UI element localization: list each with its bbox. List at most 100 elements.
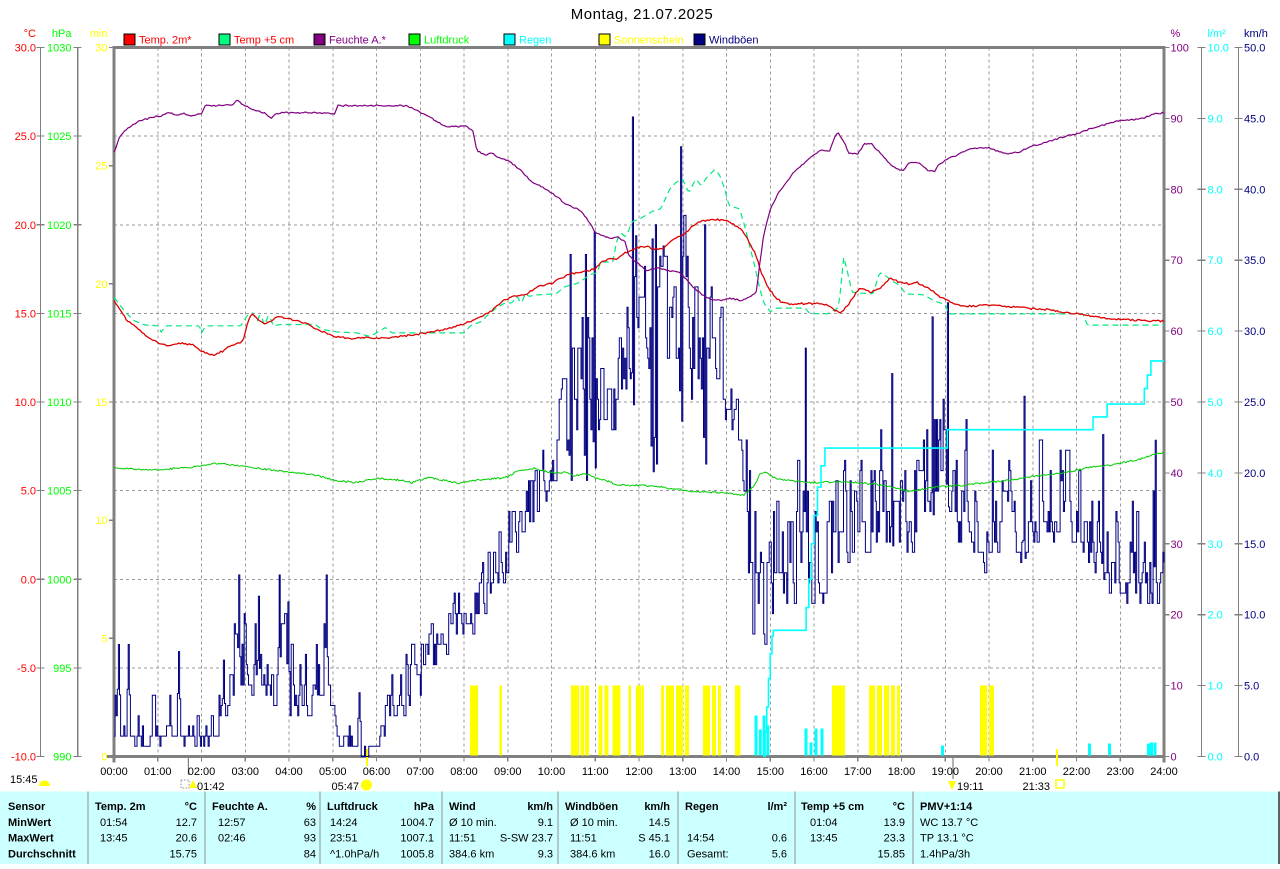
svg-text:14:00: 14:00 (713, 766, 741, 778)
svg-text:l/m²: l/m² (767, 801, 787, 813)
svg-text:13:45: 13:45 (100, 833, 128, 845)
svg-text:Regen: Regen (685, 801, 719, 813)
svg-text:15.0: 15.0 (1244, 539, 1265, 551)
svg-text:1030: 1030 (47, 43, 71, 55)
svg-text:995: 995 (53, 663, 71, 675)
svg-text:24:00: 24:00 (1150, 766, 1178, 778)
svg-text:15: 15 (95, 397, 107, 409)
svg-text:40: 40 (1171, 468, 1183, 480)
svg-text:Temp +5 cm: Temp +5 cm (801, 801, 864, 813)
svg-text:Ø 10 min.: Ø 10 min. (570, 817, 618, 829)
svg-text:15.0: 15.0 (15, 308, 36, 320)
svg-text:50: 50 (1171, 397, 1183, 409)
svg-text:Feuchte A.: Feuchte A. (212, 801, 268, 813)
svg-text:0.6: 0.6 (772, 833, 787, 845)
svg-text:21:33: 21:33 (1022, 781, 1050, 793)
svg-text:19:00: 19:00 (931, 766, 959, 778)
svg-text:30: 30 (95, 43, 107, 55)
svg-text:03:00: 03:00 (231, 766, 259, 778)
svg-text:Montag, 21.07.2025: Montag, 21.07.2025 (571, 6, 713, 23)
svg-text:Gesamt:: Gesamt: (687, 848, 729, 860)
svg-text:60: 60 (1171, 326, 1183, 338)
svg-text:23:51: 23:51 (330, 833, 358, 845)
svg-text:Sonnenschein: Sonnenschein (614, 35, 684, 47)
svg-text:1.0: 1.0 (1208, 681, 1223, 693)
svg-text:63: 63 (304, 817, 316, 829)
svg-text:13.9: 13.9 (884, 817, 905, 829)
svg-text:11:51: 11:51 (449, 833, 476, 845)
svg-text:14:54: 14:54 (687, 833, 715, 845)
svg-text:S 45.1: S 45.1 (638, 833, 670, 845)
svg-text:22:00: 22:00 (1063, 766, 1091, 778)
svg-text:1007.1: 1007.1 (400, 833, 434, 845)
svg-text:Temp +5 cm: Temp +5 cm (234, 35, 294, 47)
svg-text:°C: °C (893, 801, 905, 813)
svg-text:3.0: 3.0 (1208, 539, 1223, 551)
svg-text:00:00: 00:00 (100, 766, 128, 778)
svg-text:6.0: 6.0 (1208, 326, 1223, 338)
svg-text:21:00: 21:00 (1019, 766, 1047, 778)
svg-text:25: 25 (95, 161, 107, 173)
svg-text:Windböen: Windböen (709, 35, 759, 47)
svg-text:50.0: 50.0 (1244, 43, 1265, 55)
svg-text:9.1: 9.1 (538, 817, 553, 829)
svg-text:12:57: 12:57 (218, 817, 246, 829)
svg-text:01:42: 01:42 (197, 781, 225, 793)
svg-text:30.0: 30.0 (15, 43, 36, 55)
svg-text:02:00: 02:00 (188, 766, 216, 778)
svg-text:km/h: km/h (527, 801, 553, 813)
svg-text:Windböen: Windböen (565, 801, 618, 813)
svg-text:0.0: 0.0 (1208, 752, 1223, 764)
svg-text:Temp. 2m: Temp. 2m (95, 801, 146, 813)
svg-text:05:47: 05:47 (331, 781, 359, 793)
svg-text:01:54: 01:54 (100, 817, 128, 829)
svg-text:5.6: 5.6 (772, 848, 787, 860)
svg-text:5.0: 5.0 (21, 486, 36, 498)
svg-text:%: % (306, 801, 316, 813)
svg-text:°C: °C (185, 801, 197, 813)
svg-text:Feuchte A.*: Feuchte A.* (329, 35, 387, 47)
svg-text:9.0: 9.0 (1208, 113, 1223, 125)
svg-text:1005.8: 1005.8 (400, 848, 434, 860)
svg-text:Temp. 2m*: Temp. 2m* (139, 35, 192, 47)
svg-text:05:00: 05:00 (319, 766, 347, 778)
svg-text:93: 93 (304, 833, 316, 845)
svg-text:km/h: km/h (1244, 28, 1268, 40)
svg-text:40.0: 40.0 (1244, 184, 1265, 196)
svg-text:1000: 1000 (47, 574, 71, 586)
svg-text:5: 5 (101, 633, 107, 645)
svg-text:02:46: 02:46 (218, 833, 246, 845)
svg-text:10: 10 (1171, 681, 1183, 693)
svg-text:384.6 km: 384.6 km (449, 848, 494, 860)
svg-text:Sensor: Sensor (8, 801, 46, 813)
svg-text:19:11: 19:11 (957, 781, 984, 793)
svg-text:0: 0 (101, 752, 107, 764)
svg-text:Regen: Regen (519, 35, 551, 47)
svg-text:20.6: 20.6 (176, 833, 197, 845)
svg-text:20: 20 (1171, 610, 1183, 622)
svg-text:1020: 1020 (47, 220, 71, 232)
svg-text:8.0: 8.0 (1208, 184, 1223, 196)
svg-text:35.0: 35.0 (1244, 255, 1265, 267)
svg-text:Durchschnitt: Durchschnitt (8, 848, 76, 860)
svg-text:-10.0: -10.0 (11, 752, 36, 764)
svg-text:14.5: 14.5 (649, 817, 670, 829)
svg-text:WC 13.7 °C: WC 13.7 °C (920, 817, 978, 829)
svg-text:km/h: km/h (644, 801, 670, 813)
svg-text:10:00: 10:00 (538, 766, 566, 778)
svg-text:990: 990 (53, 752, 71, 764)
svg-text:20: 20 (95, 279, 107, 291)
svg-text:12:00: 12:00 (625, 766, 653, 778)
svg-text:11:51: 11:51 (570, 833, 597, 845)
svg-text:07:00: 07:00 (406, 766, 434, 778)
svg-text:10.0: 10.0 (15, 397, 36, 409)
svg-text:80: 80 (1171, 184, 1183, 196)
svg-text:20.0: 20.0 (1244, 468, 1265, 480)
svg-text:Luftdruck: Luftdruck (327, 801, 379, 813)
svg-text:17:00: 17:00 (844, 766, 872, 778)
svg-text:100: 100 (1171, 43, 1189, 55)
svg-text:13:00: 13:00 (669, 766, 697, 778)
svg-text:1015: 1015 (47, 308, 71, 320)
svg-text:20.0: 20.0 (15, 220, 36, 232)
svg-text:hPa: hPa (52, 28, 72, 40)
